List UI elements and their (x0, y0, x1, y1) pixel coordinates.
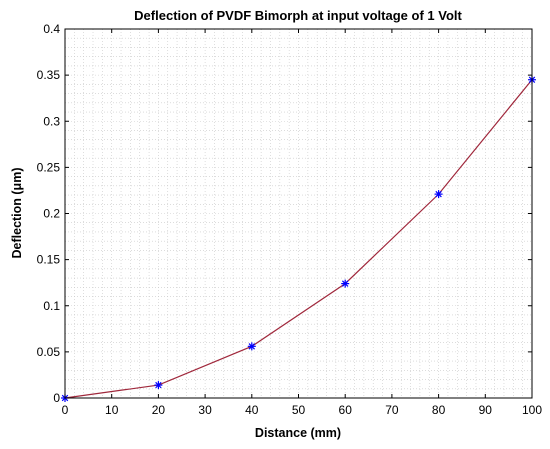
data-point (434, 190, 443, 199)
y-tick-label: 0.15 (37, 253, 61, 267)
y-tick-label: 0.3 (43, 114, 60, 128)
y-tick-label: 0.35 (37, 68, 61, 82)
x-tick-label: 30 (198, 403, 212, 417)
grid (65, 29, 532, 398)
data-point (154, 381, 163, 390)
y-axis-ticks: 0 0.05 0.1 0.15 0.2 0.25 0.3 0.35 0.4 (37, 22, 532, 405)
x-tick-label: 40 (245, 403, 259, 417)
y-tick-label: 0.2 (43, 207, 60, 221)
y-tick-label: 0.1 (43, 299, 60, 313)
data-point (247, 342, 256, 351)
x-tick-label: 90 (479, 403, 493, 417)
x-tick-label: 10 (105, 403, 119, 417)
series-line (64, 79, 533, 399)
y-tick-label: 0.25 (37, 160, 61, 174)
x-tick-label: 70 (385, 403, 399, 417)
x-tick-label: 0 (62, 403, 69, 417)
data-point (341, 279, 350, 288)
y-tick-label: 0 (53, 391, 60, 405)
x-tick-label: 20 (152, 403, 166, 417)
x-axis-ticks: 0 10 20 30 40 50 60 70 80 90 100 (62, 29, 542, 417)
chart-title: Deflection of PVDF Bimorph at input volt… (134, 8, 462, 23)
x-tick-label: 100 (522, 403, 542, 417)
y-axis-label: Deflection (μm) (10, 168, 24, 259)
x-tick-label: 60 (339, 403, 353, 417)
y-tick-label: 0.05 (37, 345, 61, 359)
x-tick-label: 50 (292, 403, 306, 417)
x-tick-label: 80 (432, 403, 446, 417)
y-tick-label: 0.4 (43, 22, 60, 36)
x-axis-label: Distance (mm) (255, 426, 341, 440)
